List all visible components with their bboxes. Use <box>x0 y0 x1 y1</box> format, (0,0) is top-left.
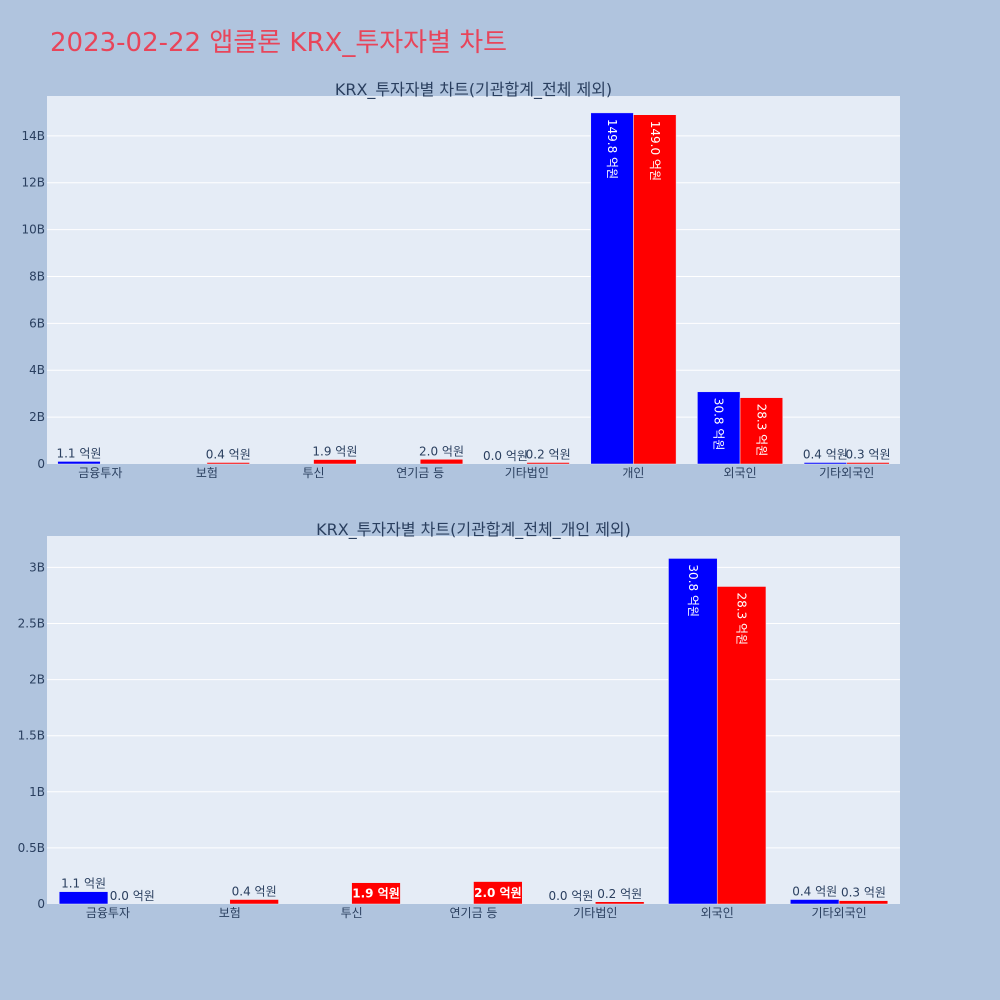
x-tick-label: 투신 <box>303 466 325 480</box>
x-tick-label: 개인 <box>622 466 644 480</box>
bar <box>697 391 741 465</box>
data-label: 0.4 억원 <box>206 448 251 462</box>
data-label: 0.4 억원 <box>792 885 837 899</box>
x-tick-label: 보험 <box>196 466 218 480</box>
data-label: 0.3 억원 <box>846 448 891 462</box>
page-title: 2023-02-22 앱클론 KRX_투자자별 차트 <box>50 28 508 58</box>
data-label: 0.2 억원 <box>526 448 571 462</box>
data-label: 2.0 억원 <box>419 444 464 458</box>
bar <box>590 112 634 465</box>
x-tick-label: 연기금 등 <box>396 466 444 480</box>
data-label: 0.4 억원 <box>232 885 277 899</box>
x-tick-label: 투신 <box>341 906 363 920</box>
bar <box>846 462 890 465</box>
data-label: 0.0 억원 <box>548 889 593 903</box>
bar <box>668 558 718 905</box>
x-tick-label: 금융투자 <box>78 466 122 480</box>
data-label: 149.8 억원 <box>605 119 619 179</box>
bar <box>633 114 677 465</box>
bar <box>716 586 767 905</box>
data-label: 149.0 억원 <box>648 121 662 181</box>
y-tick-label: 4B <box>29 363 45 377</box>
data-label: 1.1 억원 <box>56 446 101 460</box>
y-tick-label: 8B <box>29 269 45 283</box>
data-label: 30.8 억원 <box>712 398 726 451</box>
y-tick-label: 2B <box>29 673 45 687</box>
x-tick-label: 연기금 등 <box>450 906 498 920</box>
bar <box>595 901 645 905</box>
x-tick-label: 기타외국인 <box>811 906 866 920</box>
bar <box>790 899 840 905</box>
data-label: 1.9 억원 <box>352 886 400 900</box>
data-label: 2.0 억원 <box>474 886 522 900</box>
y-tick-label: 1.5B <box>18 729 45 743</box>
data-label: 28.3 억원 <box>754 404 768 457</box>
bar <box>351 882 401 905</box>
x-tick-label: 외국인 <box>701 906 734 920</box>
bar <box>313 459 357 465</box>
data-label: 0.0 억원 <box>110 889 155 903</box>
y-tick-label: 2B <box>29 410 45 424</box>
subplot-title: KRX_투자자별 차트(기관합계_전체_개인 제외) <box>316 520 631 540</box>
data-label: 1.9 억원 <box>312 445 357 459</box>
y-tick-label: 10B <box>21 223 45 237</box>
bar <box>473 881 523 905</box>
y-tick-label: 0 <box>37 897 45 911</box>
data-label: 30.8 억원 <box>686 564 700 617</box>
bar <box>419 459 464 465</box>
y-tick-label: 2.5B <box>18 617 45 631</box>
subplot-title: KRX_투자자별 차트(기관합계_전체 제외) <box>335 80 612 100</box>
y-tick-label: 0 <box>37 457 45 471</box>
y-tick-label: 6B <box>29 316 45 330</box>
bar <box>526 462 570 465</box>
data-label: 28.3 억원 <box>735 592 749 645</box>
bar <box>838 900 889 905</box>
x-tick-label: 기타법인 <box>505 466 549 480</box>
plot-area-1 <box>47 536 900 904</box>
x-tick-label: 보험 <box>219 906 241 920</box>
bar <box>57 461 101 465</box>
data-label: 0.3 억원 <box>841 886 886 900</box>
x-tick-label: 외국인 <box>724 466 757 480</box>
y-tick-label: 3B <box>29 560 45 574</box>
y-tick-label: 1B <box>29 785 45 799</box>
y-tick-label: 14B <box>21 129 45 143</box>
x-tick-label: 기타법인 <box>573 906 617 920</box>
bar <box>58 891 109 905</box>
data-label: 0.4 억원 <box>803 448 848 462</box>
x-tick-label: 기타외국인 <box>819 466 874 480</box>
bar <box>739 397 783 465</box>
data-label: 0.0 억원 <box>483 449 528 463</box>
y-tick-label: 12B <box>21 176 45 190</box>
bar <box>803 462 847 465</box>
data-label: 1.1 억원 <box>61 877 106 891</box>
y-tick-label: 0.5B <box>18 841 45 855</box>
bar <box>229 899 279 905</box>
bar <box>206 462 250 465</box>
x-tick-label: 금융투자 <box>86 906 130 920</box>
data-label: 0.2 억원 <box>597 887 642 901</box>
